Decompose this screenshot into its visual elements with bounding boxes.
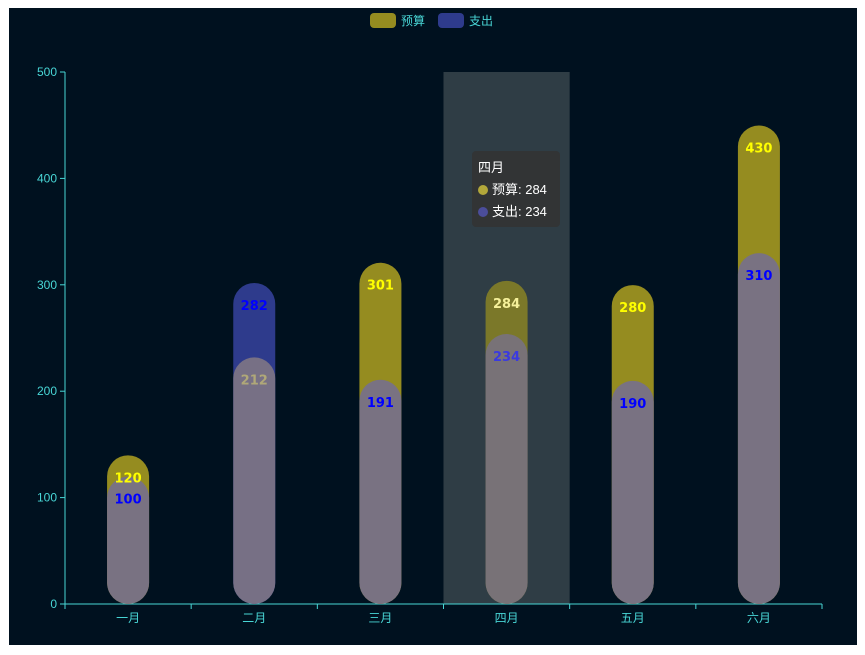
legend-budget-label: 预算	[401, 13, 425, 28]
bar-overlay	[233, 357, 276, 604]
legend-budget-swatch	[370, 13, 396, 28]
data-label-budget: 280	[619, 301, 646, 316]
chart-frame	[9, 8, 857, 645]
tooltip-row-budget: 预算: 284	[478, 179, 554, 201]
bar-overlay	[737, 253, 780, 604]
y-tick-label: 500	[37, 65, 57, 79]
x-category-label: 三月	[368, 611, 392, 625]
data-label-budget: 212	[241, 373, 268, 388]
x-category-label: 二月	[242, 611, 266, 625]
tooltip: 四月 预算: 284 支出: 234	[472, 151, 560, 227]
data-label-expense: 100	[115, 493, 142, 508]
y-tick-label: 100	[37, 491, 57, 505]
tooltip-title: 四月	[478, 160, 505, 175]
tooltip-row-expense: 支出: 234	[478, 201, 554, 223]
bar-overlay	[611, 380, 654, 604]
y-tick-label: 0	[50, 597, 57, 611]
y-tick-label: 300	[37, 278, 57, 292]
x-category-label: 一月	[116, 611, 140, 625]
data-label-expense: 191	[367, 396, 394, 411]
y-tick-label: 200	[37, 384, 57, 398]
data-label-expense: 310	[745, 269, 772, 284]
data-label-expense: 234	[493, 350, 520, 365]
bar-overlay	[359, 379, 402, 604]
tooltip-budget-text: 预算: 284	[492, 182, 547, 197]
tooltip-expense-dot-icon	[478, 207, 488, 217]
bar-overlay	[107, 476, 150, 604]
data-label-expense: 282	[241, 299, 268, 314]
bar-overlay	[485, 334, 528, 604]
x-category-label: 六月	[747, 611, 771, 625]
legend-expense-swatch	[438, 13, 464, 28]
tooltip-expense-text: 支出: 234	[492, 204, 547, 219]
data-label-budget: 430	[745, 141, 772, 156]
data-label-budget: 284	[493, 297, 520, 312]
tooltip-budget-dot-icon	[478, 185, 488, 195]
y-tick-label: 400	[37, 171, 57, 185]
legend-expense-label: 支出	[469, 14, 493, 28]
x-category-label: 四月	[495, 611, 519, 625]
data-label-expense: 190	[619, 397, 646, 412]
data-label-budget: 120	[115, 471, 142, 486]
x-category-label: 五月	[621, 611, 645, 625]
data-label-budget: 301	[367, 279, 394, 294]
